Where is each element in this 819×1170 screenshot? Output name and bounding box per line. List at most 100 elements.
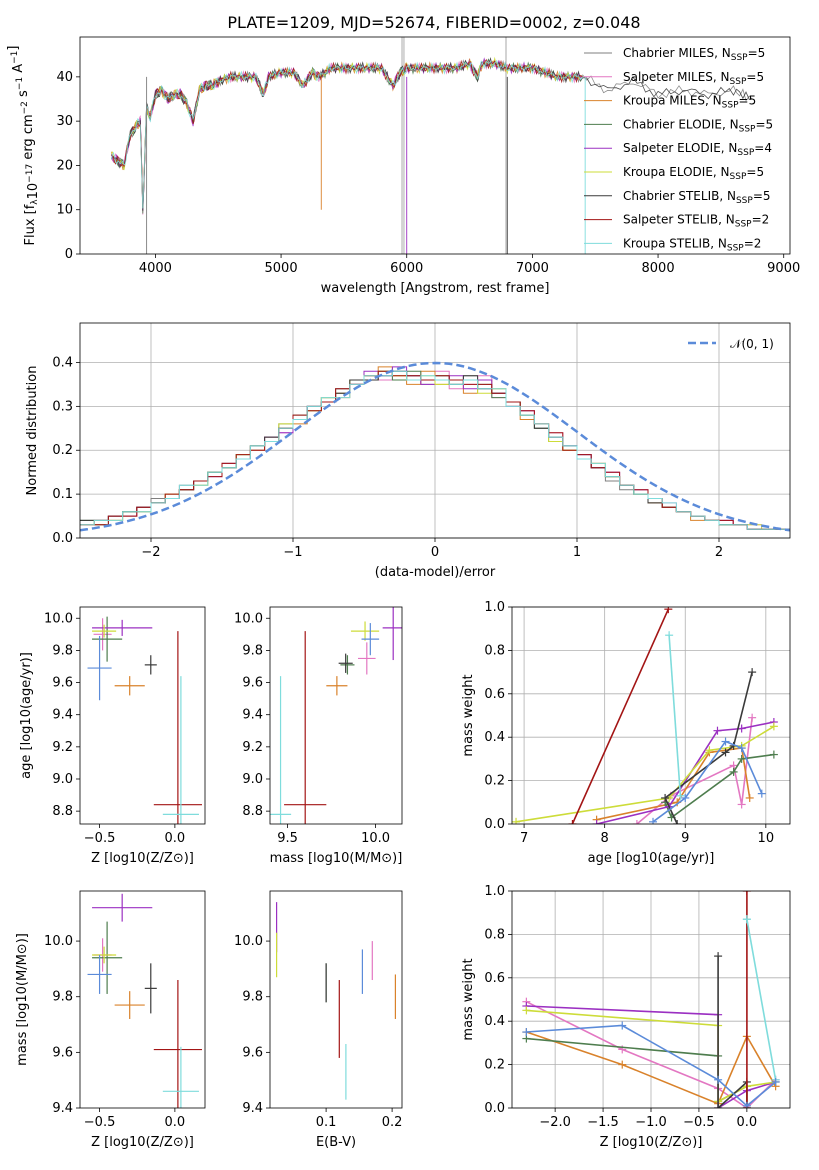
legend-label: Salpeter STELIB, NSSP=2 [623, 213, 769, 230]
errorbar-points [276, 902, 396, 1100]
x-tick-label: 0 [431, 545, 439, 560]
y-tick-label: 0.0 [484, 1101, 505, 1116]
y-tick-label: 40 [56, 70, 73, 85]
y-tick-label: 10.0 [234, 934, 263, 949]
massweight-series-line [668, 635, 682, 796]
axes-frame [79, 36, 791, 255]
panel-age-vs-mass: 9.5 10.0 8.8 9.0 9.2 9.4 9.6 9.8 10.0 mass [log10… [234, 606, 403, 866]
x-tick-label: 4000 [139, 261, 172, 276]
panel-massweight-vs-z: −2.0 −1.5 −1.0 −0.5 0.0 0.0 0.2 0.4 0.6 0.8 1.0 Z [… [461, 884, 791, 1150]
y-tick-label: 0.8 [484, 927, 505, 942]
massweight-series-line [526, 1005, 776, 1108]
x-tick-label: 6000 [390, 261, 423, 276]
y-tick-label: 9.4 [52, 1101, 73, 1116]
y-tick-label: 0.6 [484, 971, 505, 986]
histogram-series [80, 370, 790, 530]
y-axis-label: mass weight [461, 674, 476, 756]
massweight-lines [512, 607, 778, 824]
x-tick-label: 9000 [767, 261, 800, 276]
x-axis-label: mass [log10(M/M⊙)] [270, 851, 403, 866]
errorbar-points [270, 607, 402, 824]
x-tick-label: 10 [758, 831, 775, 846]
y-axis-label: mass [log10(M/M⊙)] [15, 933, 30, 1066]
y-tick-label: 0.0 [484, 817, 505, 832]
axes-frame [511, 890, 791, 1109]
massweight-series-line [571, 608, 670, 824]
y-tick-label: 10.0 [44, 934, 73, 949]
legend-label: Kroupa MILES, NSSP=5 [623, 94, 756, 111]
panel-mass-vs-z: −0.5 0.0 9.4 9.6 9.8 10.0 Z [log10(Z/Z⊙)] mass … [15, 890, 206, 1150]
x-tick-label: −1.0 [635, 1115, 667, 1130]
y-tick-label: 10.0 [44, 611, 73, 626]
x-tick-label: −0.5 [84, 831, 116, 846]
y-tick-label: 9.8 [242, 643, 263, 658]
axes-frame [79, 322, 791, 539]
y-tick-label: 9.2 [242, 740, 263, 755]
y-tick-label: 9.0 [242, 772, 263, 787]
x-tick-label: −0.5 [683, 1115, 715, 1130]
x-tick-label: 0.2 [382, 1115, 403, 1130]
y-tick-label: 0.2 [484, 1058, 505, 1073]
x-tick-label: 9.5 [277, 831, 298, 846]
y-tick-label: 9.4 [242, 708, 263, 723]
legend-label: Chabrier MILES, NSSP=5 [623, 46, 765, 63]
x-tick-label: 0.0 [165, 1115, 186, 1130]
y-tick-label: 9.6 [242, 1045, 263, 1060]
x-tick-label: −1.5 [587, 1115, 619, 1130]
y-tick-label: 9.4 [52, 708, 73, 723]
legend-label: Chabrier STELIB, NSSP=5 [623, 189, 771, 206]
y-tick-label: 0.4 [52, 355, 73, 370]
axes-frame [79, 890, 206, 1109]
x-tick-label: −2 [141, 545, 160, 560]
masked-region [504, 37, 507, 254]
axes-frame [511, 606, 791, 825]
y-tick-label: 20 [56, 158, 73, 173]
x-tick-label: 7000 [516, 261, 549, 276]
y-axis-label: Normed distribution [25, 366, 40, 496]
x-tick-label: −0.5 [84, 1115, 116, 1130]
y-tick-label: 0 [65, 247, 73, 262]
legend-label: Chabrier ELODIE, NSSP=5 [623, 117, 773, 134]
massweight-series-line [746, 919, 777, 1080]
x-axis-label: Z [log10(Z/Z⊙)] [91, 851, 194, 866]
y-tick-label: 0.2 [484, 774, 505, 789]
massweight-lines [522, 891, 780, 1108]
x-axis-label: (data-model)/error [375, 565, 496, 580]
axes-frame [79, 606, 206, 825]
panel-mass-vs-ebv: 0.1 0.2 9.4 9.6 9.8 10.0 E(B-V) [234, 890, 403, 1150]
y-tick-label: 0.8 [484, 643, 505, 658]
y-tick-label: 9.8 [52, 990, 73, 1005]
x-tick-label: 8000 [642, 261, 675, 276]
spectrum-series-line [111, 59, 584, 209]
x-tick-label: 8 [601, 831, 609, 846]
y-tick-label: 0.4 [484, 1014, 505, 1029]
x-tick-label: 0.0 [737, 1115, 758, 1130]
y-axis-label: mass weight [461, 958, 476, 1040]
histogram-lines [80, 361, 790, 532]
x-axis-label: wavelength [Angstrom, rest frame] [321, 281, 550, 296]
x-tick-label: −1 [283, 545, 302, 560]
x-tick-label: 1 [573, 545, 581, 560]
y-tick-label: 1.0 [484, 600, 505, 615]
panel-spectrum: 4000 5000 6000 7000 8000 9000 0 10 20 30 40 wavelen… [6, 36, 800, 296]
x-tick-label: −2.0 [539, 1115, 571, 1130]
y-tick-label: 30 [56, 114, 73, 129]
y-tick-label: 0.4 [484, 730, 505, 745]
x-tick-label: 10.0 [361, 831, 390, 846]
legend-label: Salpeter ELODIE, NSSP=4 [623, 141, 772, 158]
legend-label: 𝒩(0, 1) [730, 337, 774, 351]
legend-label: Kroupa STELIB, NSSP=2 [623, 236, 761, 253]
y-tick-label: 9.6 [52, 676, 73, 691]
panel-residuals: −2 −1 0 1 2 0.0 0.1 0.2 0.3 0.4 (data-model)/error… [25, 322, 791, 580]
y-tick-label: 0.1 [52, 487, 73, 502]
x-tick-label: 0.1 [316, 1115, 337, 1130]
errorbar-points [87, 616, 202, 824]
y-tick-label: 0.6 [484, 687, 505, 702]
x-axis-label: E(B-V) [316, 1135, 356, 1150]
y-tick-label: 9.6 [242, 676, 263, 691]
panel-age-vs-z: −0.5 0.0 8.8 9.0 9.2 9.4 9.6 9.8 10.0 Z [log10(Z/… [19, 606, 206, 866]
errorbar-points [87, 893, 202, 1108]
x-axis-label: Z [log10(Z/Z⊙)] [91, 1135, 194, 1150]
panel-massweight-vs-age: 7 8 9 10 0.0 0.2 0.4 0.6 0.8 1.0 age [log10(age/yr… [461, 600, 791, 866]
